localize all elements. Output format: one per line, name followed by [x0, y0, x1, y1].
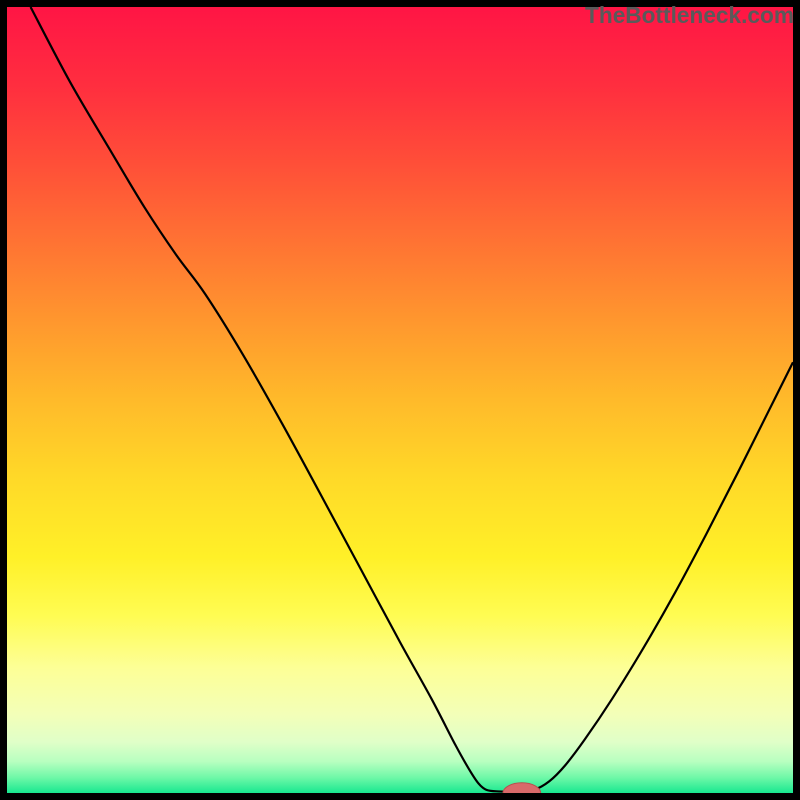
- bottleneck-chart: TheBottleneck.com: [0, 0, 800, 800]
- chart-background: [7, 7, 793, 793]
- watermark-text: TheBottleneck.com: [585, 2, 794, 29]
- chart-svg: [0, 0, 800, 800]
